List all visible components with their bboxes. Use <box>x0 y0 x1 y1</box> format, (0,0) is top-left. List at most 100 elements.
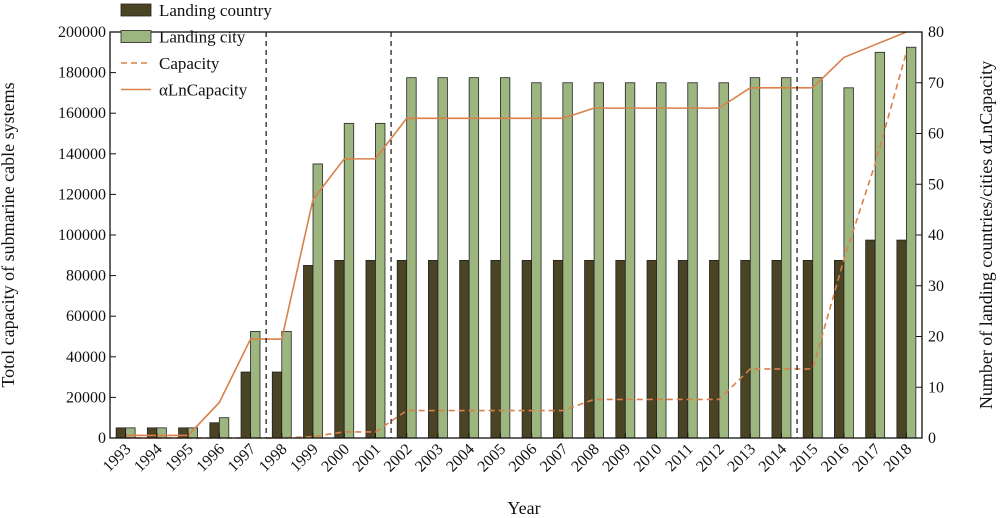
x-tick-label-2010: 2010 <box>631 441 666 476</box>
legend-label-landing-country: Landing country <box>159 1 272 20</box>
bar-landing-country-2001 <box>365 259 376 439</box>
bar-landing-country-2012 <box>709 259 720 439</box>
bar-landing-country-2008 <box>584 259 595 439</box>
y-left-tick-label: 40000 <box>66 349 106 366</box>
bar-landing-city-1998 <box>281 331 292 439</box>
bar-landing-city-2010 <box>656 82 667 439</box>
bar-landing-city-2018 <box>905 46 917 439</box>
y-axis-left-title: Totol capacity of submarine cable system… <box>0 82 18 387</box>
bar-landing-country-2002 <box>396 259 408 439</box>
y-left-tick-label: 0 <box>98 430 106 447</box>
bar-landing-country-2017 <box>865 239 876 439</box>
bar-landing-country-2014 <box>771 259 782 439</box>
bar-landing-city-2011 <box>687 82 698 439</box>
bar-landing-city-2012 <box>718 82 729 439</box>
bar-landing-city-2016 <box>843 87 854 439</box>
x-tick-label-2008: 2008 <box>568 441 603 476</box>
bar-landing-country-2011 <box>677 259 689 439</box>
bar-landing-country-1999 <box>303 265 314 439</box>
bar-landing-city-2006 <box>531 82 542 439</box>
bar-landing-city-2015 <box>812 77 823 439</box>
bar-landing-city-2002 <box>406 77 417 439</box>
x-tick-label-2018: 2018 <box>881 441 916 476</box>
bar-landing-city-1997 <box>250 331 261 439</box>
y-left-tick-label: 20000 <box>66 389 106 406</box>
y-left-tick-label: 200000 <box>58 24 106 41</box>
y-left-tick-label: 160000 <box>58 105 106 122</box>
x-tick-label-2011: 2011 <box>662 441 696 475</box>
bar-landing-city-2007 <box>562 82 573 439</box>
legend-swatch-landing-city <box>120 30 152 43</box>
y-left-tick-label: 80000 <box>66 268 106 285</box>
bar-landing-city-2000 <box>343 122 355 439</box>
bar-landing-city-2005 <box>499 77 511 439</box>
markers-layer <box>265 32 798 438</box>
y-right-tick-label: 0 <box>928 430 936 447</box>
x-tick-label-1998: 1998 <box>256 441 291 476</box>
bar-landing-city-2008 <box>593 82 604 439</box>
x-tick-label-1997: 1997 <box>225 441 260 476</box>
x-tick-label-2014: 2014 <box>756 441 791 476</box>
bar-landing-country-1997 <box>240 371 251 439</box>
legend-label-landing-city: Landing city <box>159 28 246 47</box>
y-axis-right-title: Number of landing countries/cities αLnCa… <box>976 61 996 409</box>
x-tick-label-2013: 2013 <box>724 441 759 476</box>
bar-landing-country-2013 <box>740 259 751 439</box>
bar-landing-country-1996 <box>209 422 220 439</box>
line--lncapacity <box>125 31 907 437</box>
bar-landing-country-1994 <box>146 427 158 439</box>
bar-landing-country-1995 <box>178 427 189 439</box>
x-tick-label-2007: 2007 <box>537 441 572 476</box>
y-right-tick-label: 40 <box>928 227 944 244</box>
x-tick-label-1994: 1994 <box>131 441 166 476</box>
bar-landing-city-1994 <box>156 427 167 439</box>
y-left-tick-label: 60000 <box>66 308 106 325</box>
bar-landing-city-2001 <box>375 122 386 439</box>
x-tick-label-2005: 2005 <box>475 441 510 476</box>
x-tick-label-2003: 2003 <box>412 441 447 476</box>
x-tick-label-2004: 2004 <box>443 441 478 476</box>
x-tick-label-1999: 1999 <box>287 441 322 476</box>
legend-label-capacity: Capacity <box>159 54 220 73</box>
x-axis-title: Year <box>507 498 540 518</box>
bar-landing-city-1999 <box>312 163 323 439</box>
y-right-tick-label: 30 <box>928 278 944 295</box>
bar-landing-city-2009 <box>624 82 636 439</box>
x-tick-label-2001: 2001 <box>350 441 385 476</box>
y-right-tick-label: 60 <box>928 126 944 143</box>
y-left-tick-label: 140000 <box>58 146 106 163</box>
bar-landing-country-2018 <box>896 239 907 439</box>
x-tick-label-2009: 2009 <box>599 441 634 476</box>
bar-landing-city-2003 <box>437 77 448 439</box>
y-right-tick-label: 80 <box>928 24 944 41</box>
bar-landing-country-1993 <box>115 427 127 439</box>
legend-swatch-landing-country <box>120 3 152 17</box>
bar-landing-city-2017 <box>874 51 886 439</box>
legend-layer: Landing country Landing city Capacity αLnCa… <box>120 1 272 100</box>
y-right-tick-label: 50 <box>928 176 944 193</box>
y-left-tick-label: 120000 <box>58 186 106 203</box>
bar-landing-country-2000 <box>334 259 345 439</box>
x-tick-label-2016: 2016 <box>818 441 853 476</box>
x-tick-label-2012: 2012 <box>693 441 728 476</box>
bar-landing-city-2013 <box>749 77 761 439</box>
x-tick-label-2015: 2015 <box>787 441 822 476</box>
bar-landing-city-1993 <box>125 427 136 439</box>
y-right-tick-label: 20 <box>928 329 944 346</box>
y-left-tick-label: 180000 <box>58 65 106 82</box>
y-right-tick-label: 10 <box>928 379 944 396</box>
x-tick-label-1995: 1995 <box>162 441 197 476</box>
x-tick-label-2000: 2000 <box>318 441 353 476</box>
x-tick-label-2017: 2017 <box>849 441 884 476</box>
bars-layer <box>115 46 917 439</box>
x-tick-label-2006: 2006 <box>506 441 541 476</box>
legend-label--lncapacity: αLnCapacity <box>159 81 248 100</box>
y-left-tick-label: 100000 <box>58 227 106 244</box>
bar-landing-city-2014 <box>781 77 792 439</box>
bar-landing-country-1998 <box>271 371 283 439</box>
bar-landing-city-2004 <box>468 77 480 439</box>
y-right-tick-label: 70 <box>928 75 944 92</box>
x-tick-label-1996: 1996 <box>193 441 228 476</box>
bar-landing-country-2010 <box>646 259 657 439</box>
